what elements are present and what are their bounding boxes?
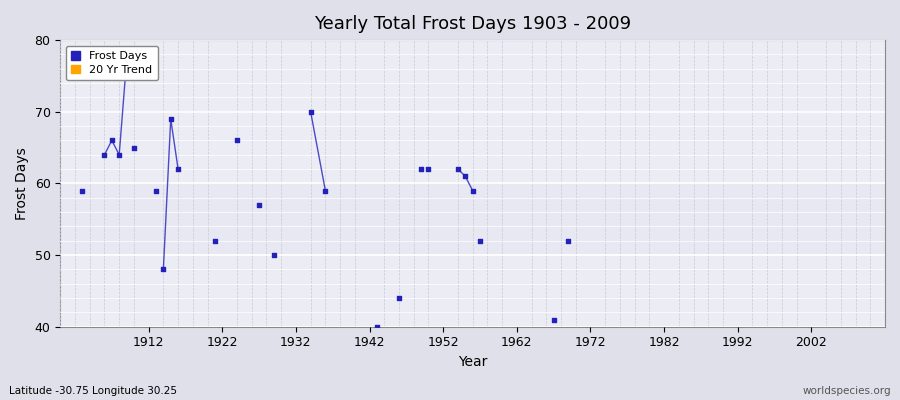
Point [319, 187, 333, 194]
X-axis label: Year: Year [458, 355, 487, 369]
Point [546, 316, 561, 323]
Point [370, 324, 384, 330]
Point [392, 295, 406, 301]
Text: worldspecies.org: worldspecies.org [803, 386, 891, 396]
Point [104, 137, 119, 144]
Point [451, 166, 465, 172]
Point [472, 238, 487, 244]
Point [148, 187, 163, 194]
Point [171, 166, 185, 172]
Point [421, 166, 436, 172]
Legend: Frost Days, 20 Yr Trend: Frost Days, 20 Yr Trend [66, 46, 158, 80]
Point [97, 152, 112, 158]
Point [208, 238, 222, 244]
Bar [60, 40, 885, 184]
Point [76, 187, 90, 194]
Point [112, 152, 126, 158]
Point [303, 108, 318, 115]
Point [120, 58, 134, 65]
Point [157, 266, 171, 273]
Point [465, 187, 480, 194]
Bar [60, 255, 885, 327]
Text: Latitude -30.75 Longitude 30.25: Latitude -30.75 Longitude 30.25 [9, 386, 177, 396]
Point [414, 166, 428, 172]
Point [127, 144, 141, 151]
Point [164, 116, 178, 122]
Point [562, 238, 576, 244]
Point [252, 202, 266, 208]
Title: Yearly Total Frost Days 1903 - 2009: Yearly Total Frost Days 1903 - 2009 [314, 15, 631, 33]
Point [458, 173, 473, 180]
Point [266, 252, 281, 258]
Y-axis label: Frost Days: Frost Days [15, 147, 29, 220]
Point [230, 137, 244, 144]
